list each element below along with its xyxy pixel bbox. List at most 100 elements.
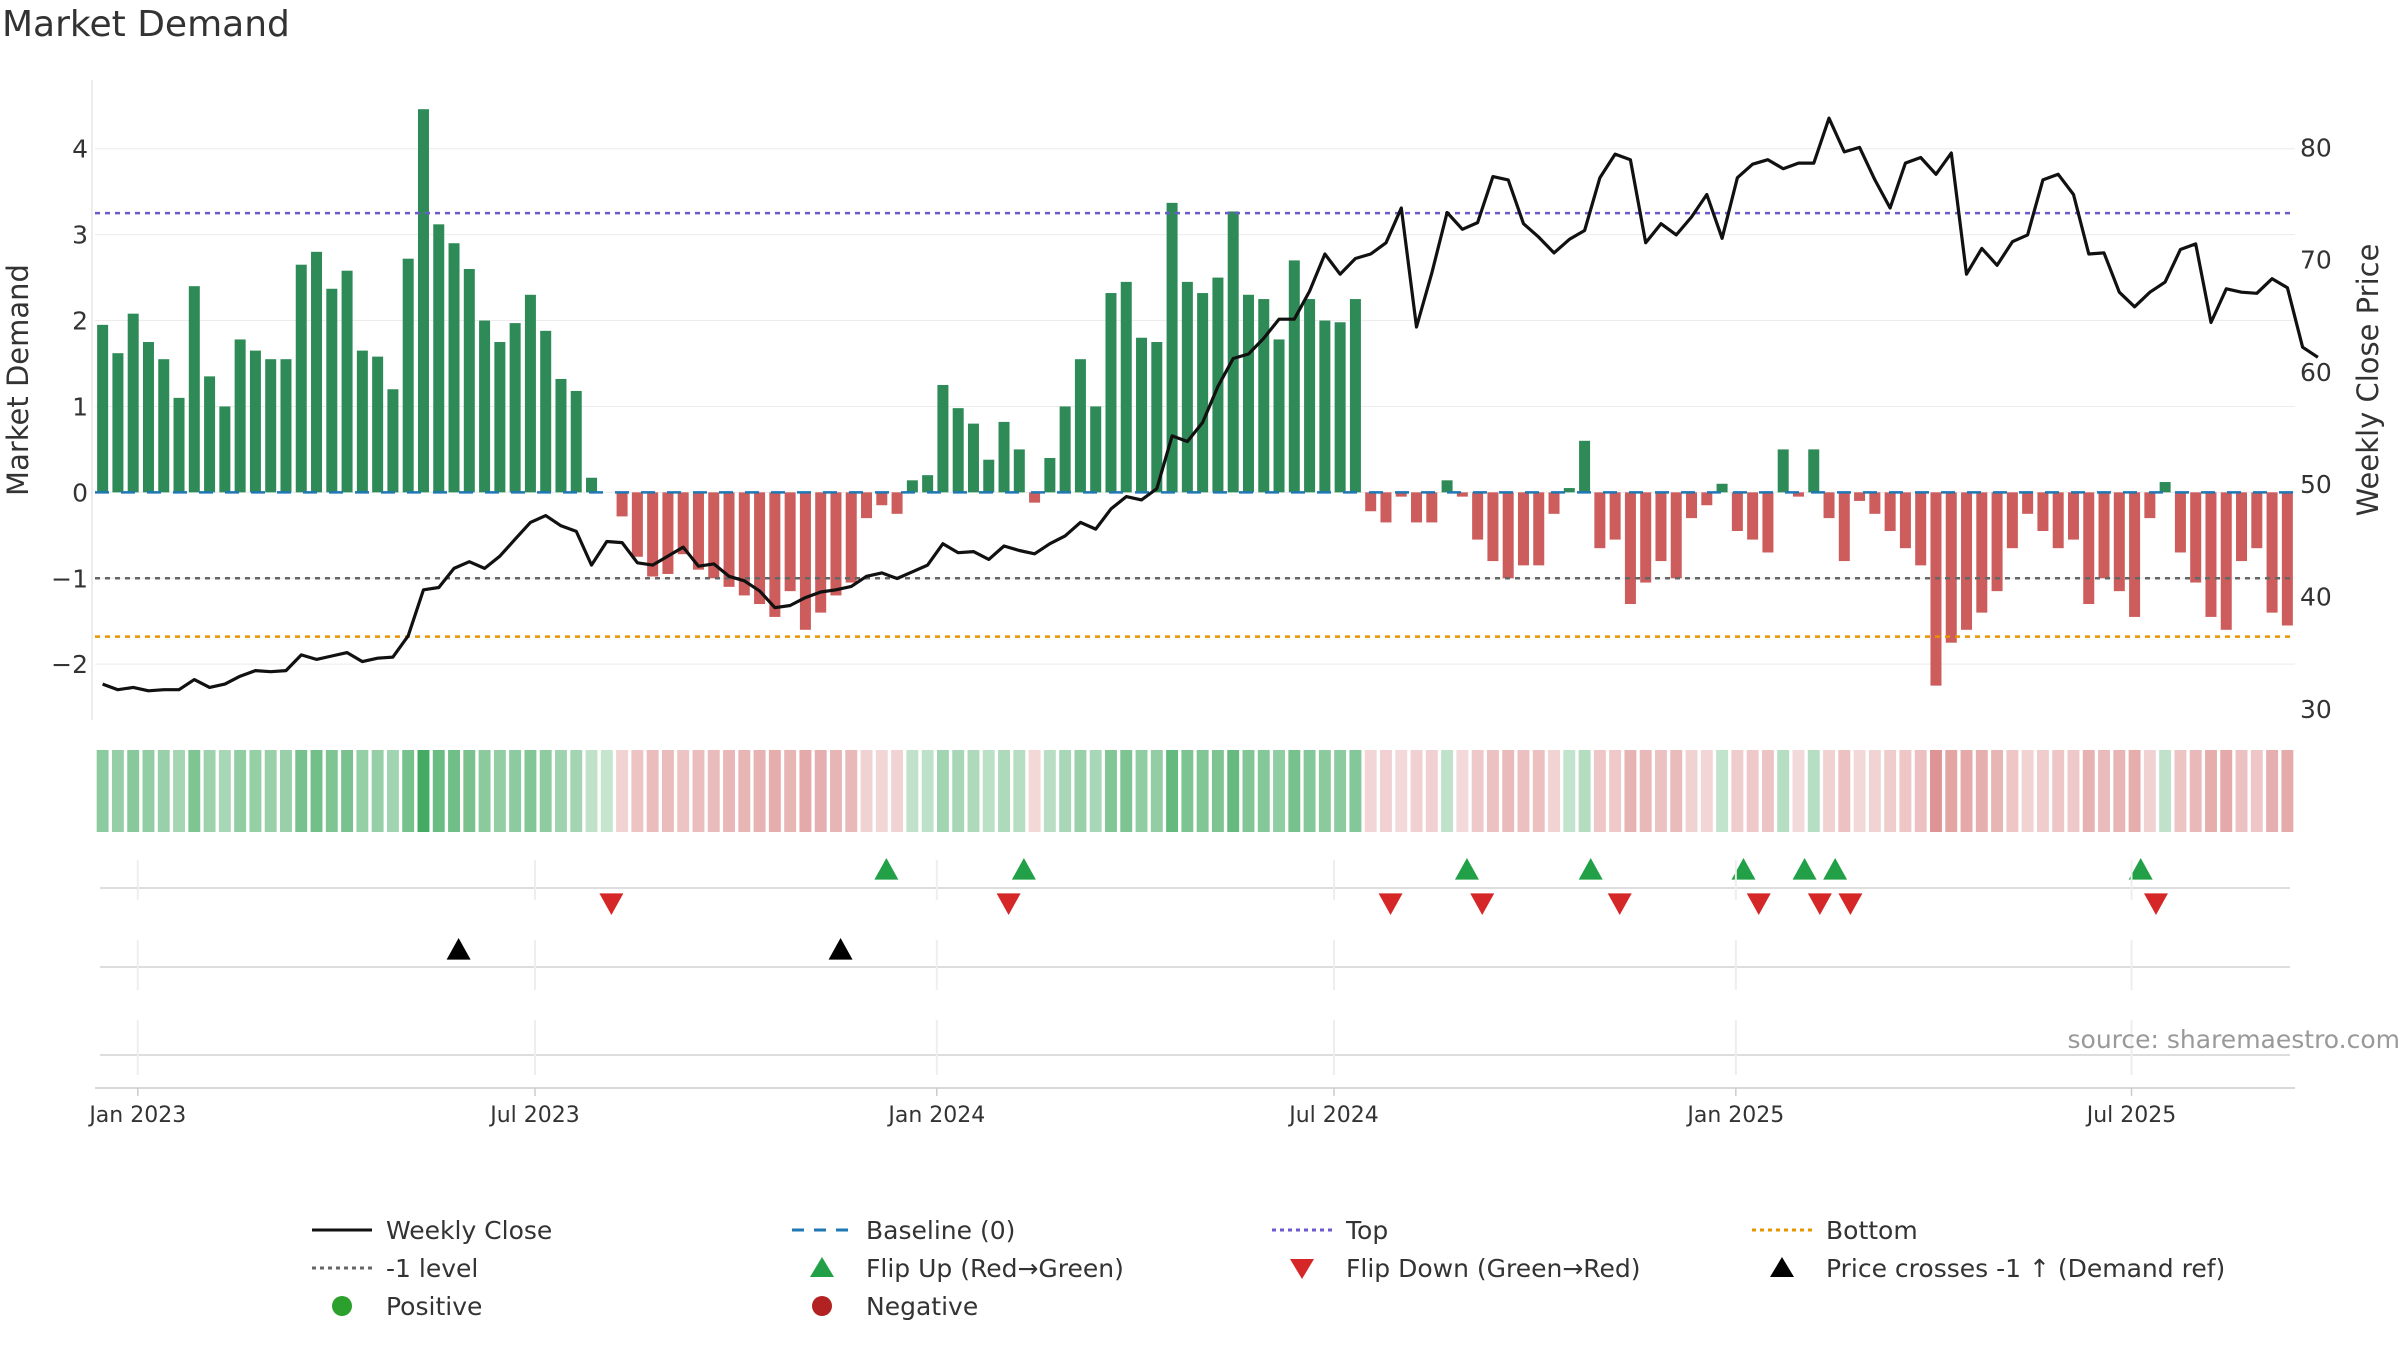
demand-bar [2220, 492, 2232, 630]
heat-cell [1059, 750, 1072, 832]
demand-bar [1090, 406, 1102, 493]
heat-cell [707, 750, 720, 832]
y2-tick-label: 30 [2300, 695, 2332, 724]
demand-bar [616, 492, 628, 517]
y-tick-label: 0 [72, 478, 88, 507]
demand-bar [280, 359, 292, 493]
heat-cell [2006, 750, 2019, 832]
demand-bar [1136, 337, 1148, 493]
legend: Weekly Close Baseline (0) Top Bottom -1 … [300, 1215, 2250, 1335]
heat-cell [1823, 750, 1835, 832]
heat-cell [1120, 750, 1133, 832]
heat-cell [1853, 750, 1866, 832]
heat-cell [1181, 750, 1194, 832]
demand-bar [2129, 492, 2141, 617]
demand-bar [311, 251, 323, 493]
demand-bar [1976, 492, 1988, 613]
demand-bar [188, 286, 200, 493]
legend-minus1: -1 level [310, 1253, 478, 1283]
flip-down-marker [599, 893, 624, 915]
demand-bar [937, 384, 949, 493]
legend-flip-down: Flip Down (Green→Red) [1270, 1253, 1641, 1283]
demand-bar [1762, 492, 1774, 553]
x-tick-label: Jan 2023 [87, 1103, 186, 1128]
heat-cell [1578, 750, 1591, 832]
heat-cell [1685, 750, 1698, 832]
demand-bar [1686, 492, 1698, 519]
heat-cell [2067, 750, 2080, 832]
heat-cell [677, 750, 690, 832]
demand-bar [173, 397, 185, 493]
heat-cell [921, 750, 934, 832]
demand-bar [1105, 293, 1117, 493]
heat-cell [1364, 750, 1377, 832]
demand-bar [1517, 492, 1529, 566]
heat-cell [1196, 750, 1209, 832]
heat-cell [768, 750, 781, 832]
demand-bar [1273, 339, 1285, 493]
heat-cell [295, 750, 308, 832]
flip-down-marker [1746, 893, 1771, 915]
legend-label: Price crosses -1 ↑ (Demand ref) [1826, 1253, 2226, 1283]
heat-cell [1380, 750, 1392, 832]
demand-bar [815, 492, 827, 613]
y-tick-label: −1 [51, 564, 88, 593]
demand-bar [769, 492, 781, 617]
demand-bar [234, 339, 246, 493]
heat-cell [799, 750, 812, 832]
demand-bar [463, 268, 475, 493]
demand-bar [356, 350, 368, 493]
heat-cell [1930, 750, 1942, 832]
demand-bar [1640, 492, 1652, 583]
demand-bar [1487, 492, 1499, 562]
demand-bar [922, 475, 934, 493]
flip-up-marker [1454, 858, 1479, 880]
heat-cell [1043, 750, 1056, 832]
heat-cell [845, 750, 858, 832]
demand-bar [1029, 492, 1041, 503]
demand-bar [2037, 492, 2049, 532]
heat-cell [1975, 750, 1988, 832]
y-tick-label: 3 [72, 221, 88, 250]
legend-label: Baseline (0) [866, 1215, 1016, 1245]
heat-cell [1089, 750, 1102, 832]
heat-cell [936, 750, 949, 832]
flip-up-marker [1578, 858, 1603, 880]
demand-bar [1395, 492, 1407, 497]
demand-bar [647, 492, 659, 577]
heat-cell [1960, 750, 1973, 832]
heat-cell [2220, 750, 2233, 832]
x-tick-label: Jul 2024 [1287, 1103, 1379, 1128]
heat-cell [585, 750, 598, 832]
heat-cell [2098, 750, 2110, 832]
heat-cell [814, 750, 827, 832]
legend-baseline: Baseline (0) [790, 1215, 1015, 1245]
price-cross-markers [100, 938, 2290, 1056]
demand-bar [952, 408, 964, 493]
demand-bar [417, 109, 429, 493]
heat-cell [448, 750, 460, 832]
demand-bar [494, 342, 506, 493]
heat-cell [2174, 750, 2187, 832]
y-axis-label: Market Demand [1, 264, 35, 496]
price-cross-marker [446, 938, 471, 960]
y2-tick-label: 70 [2300, 246, 2332, 275]
demand-bar [876, 492, 888, 506]
heat-cell [1914, 750, 1927, 832]
demand-bar [448, 243, 460, 493]
heat-cell [982, 750, 995, 832]
demand-bar [1594, 492, 1606, 549]
legend-bottom: Bottom [1750, 1215, 1918, 1245]
heat-cell [157, 750, 170, 832]
heat-cell [952, 750, 965, 832]
heat-cell [2159, 750, 2172, 832]
heat-cell [1563, 750, 1576, 832]
demand-bar [1197, 293, 1209, 493]
heat-cell [2250, 750, 2263, 832]
demand-bar [906, 480, 918, 493]
demand-bar [142, 342, 154, 493]
demand-bar [295, 264, 307, 493]
y-tick-label: 4 [72, 135, 88, 164]
demand-bar [2251, 492, 2263, 549]
demand-bar [219, 406, 231, 493]
